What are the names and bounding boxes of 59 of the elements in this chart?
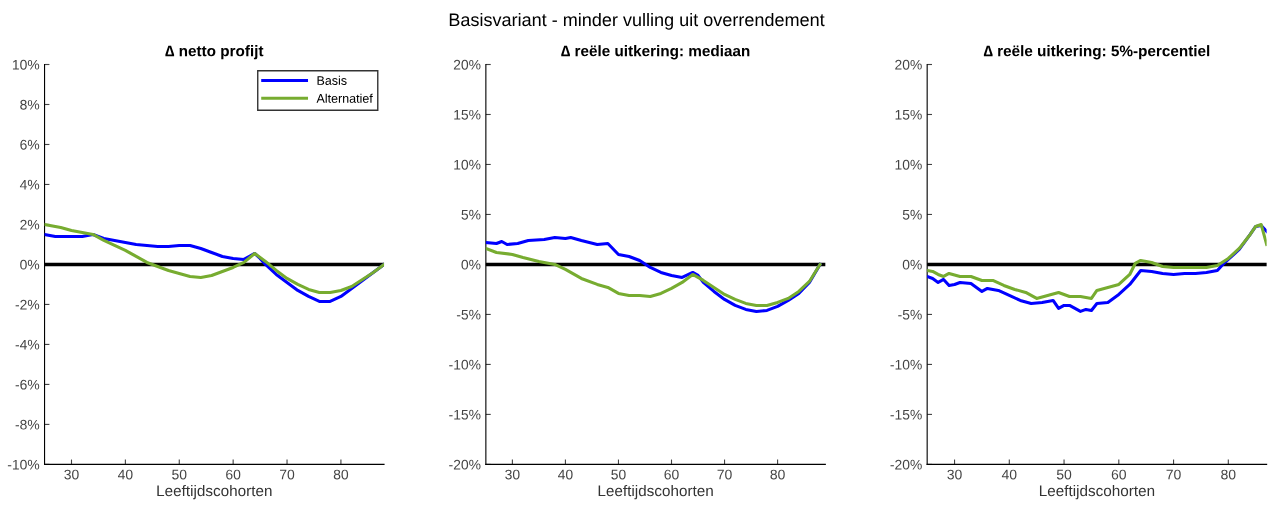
text: Basisvariant - minder vulling uit overrendement: [449, 12, 825, 30]
y-tick-label: 10%: [454, 159, 481, 170]
y-tick-label: 6%: [20, 139, 40, 150]
chart-title: ∆ reële uitkering: mediaan: [561, 45, 750, 60]
x-tick-label: 50: [172, 469, 187, 480]
x-tick-label: 30: [505, 469, 520, 480]
x-tick-label: 40: [117, 469, 133, 480]
x-tick-label: 70: [1166, 469, 1181, 480]
legend-label: Basis: [317, 75, 347, 85]
x-tick-label: 30: [64, 469, 79, 480]
x-tick-label: 60: [226, 469, 241, 480]
y-tick-label: -15%: [449, 409, 481, 420]
y-tick-label: 20%: [895, 59, 922, 70]
chart-title: ∆ netto profijt: [165, 45, 264, 60]
y-tick-label: -15%: [890, 409, 922, 420]
y-tick-label: 10%: [12, 59, 40, 70]
line-series: [927, 222, 1267, 300]
x-tick-label: 60: [664, 469, 679, 480]
y-tick-label: 0%: [902, 259, 922, 270]
y-tick-label: 15%: [454, 109, 481, 120]
x-tick-label: 30: [947, 469, 962, 480]
x-tick-label: 80: [770, 469, 785, 480]
y-tick-label: 0%: [461, 259, 481, 270]
x-axis-title: Leeftijdscohorten: [598, 484, 713, 500]
x-axis-title: Leeftijdscohorten: [157, 484, 272, 500]
y-tick-label: -4%: [15, 339, 40, 350]
y-tick-label: 10%: [895, 159, 922, 170]
chart-title: ∆ reële uitkering: 5%-percentiel: [983, 45, 1210, 60]
y-tick-label: -20%: [449, 459, 481, 470]
x-axis-title: Leeftijdscohorten: [1039, 484, 1155, 500]
y-tick-label: -20%: [890, 459, 922, 470]
x-tick-label: 50: [1056, 469, 1072, 480]
y-tick-label: -10%: [7, 459, 40, 470]
x-tick-label: 40: [558, 469, 573, 480]
x-tick-label: 70: [717, 469, 732, 480]
y-tick-label: -6%: [15, 379, 40, 390]
y-tick-label: -2%: [15, 299, 40, 310]
y-tick-label: -10%: [449, 359, 481, 370]
y-tick-label: -5%: [456, 309, 481, 320]
legend-label: Alternatief: [316, 93, 373, 103]
x-tick-label: 80: [1221, 469, 1236, 480]
y-tick-label: 5%: [902, 209, 922, 220]
x-tick-label: 50: [611, 469, 626, 480]
y-tick-label: 2%: [20, 219, 40, 230]
line-series: [485, 246, 822, 307]
y-tick-label: -5%: [898, 309, 922, 320]
x-tick-label: 80: [333, 469, 349, 480]
x-tick-label: 40: [1001, 469, 1017, 480]
y-tick-label: 8%: [20, 99, 40, 110]
line-series: [44, 222, 385, 294]
x-tick-label: 70: [280, 469, 295, 480]
y-tick-label: -10%: [890, 359, 922, 370]
y-tick-label: 15%: [895, 109, 922, 120]
y-tick-label: 4%: [19, 179, 40, 190]
y-tick-label: 20%: [453, 59, 481, 70]
y-tick-label: -8%: [15, 419, 40, 430]
y-tick-label: 5%: [461, 209, 481, 220]
x-tick-label: 60: [1111, 469, 1126, 480]
y-tick-label: 0%: [20, 259, 40, 270]
